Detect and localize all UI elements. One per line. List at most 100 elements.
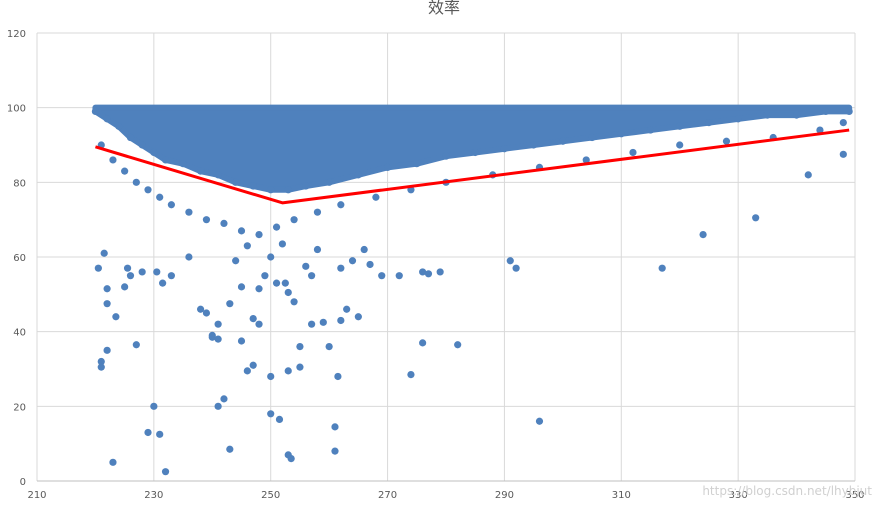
scatter-point (103, 115, 111, 123)
scatter-point (839, 150, 847, 158)
scatter-point (512, 264, 520, 272)
grid (36, 32, 856, 482)
scatter-point (471, 148, 479, 157)
scatter-point (202, 216, 211, 224)
scatter-point (290, 216, 298, 224)
scatter-point (646, 126, 655, 134)
scatter-point (150, 402, 158, 410)
scatter-point (313, 245, 322, 254)
scatter-point (91, 107, 100, 115)
scatter-point (220, 395, 228, 403)
scatter-point (126, 133, 135, 142)
scatter-point (214, 335, 222, 343)
scatter-point (617, 130, 625, 138)
scatter-point (243, 242, 251, 250)
scatter-point (202, 309, 211, 317)
scatter-point (255, 320, 263, 328)
scatter-point (845, 107, 853, 115)
scatter-point (214, 171, 222, 179)
scatter-point (676, 122, 684, 130)
scatter-point (185, 208, 193, 216)
scatter-point (123, 264, 132, 272)
scatter-point (500, 145, 509, 153)
scatter-point (419, 339, 427, 347)
scatter-point (722, 137, 731, 145)
x-tick-label: 250 (261, 490, 280, 501)
scatter-point (436, 268, 444, 276)
scatter-point (97, 357, 105, 366)
scatter-point (179, 160, 187, 168)
chart-title: 效率 (427, 0, 460, 17)
scatter-point (197, 167, 205, 175)
scatter-point (407, 371, 415, 379)
scatter-point (395, 272, 403, 280)
scatter-point (267, 186, 275, 194)
scatter-point (360, 245, 368, 254)
scatter-point (226, 445, 234, 453)
scatter-point (308, 320, 316, 328)
scatter-point (354, 313, 362, 321)
scatter-point (267, 253, 275, 261)
scatter-point (159, 279, 167, 287)
scatter-point (144, 428, 152, 437)
scatter-point (302, 262, 310, 270)
scatter-point (442, 152, 450, 160)
scatter-point (121, 167, 129, 175)
trend-polyline (94, 128, 850, 205)
scatter-point (150, 148, 158, 157)
y-tick-label: 100 (7, 104, 26, 115)
scatter-point (313, 208, 322, 216)
scatter-point (454, 341, 462, 349)
scatter-point (348, 257, 357, 265)
scatter-point (331, 447, 339, 455)
scatter-point (249, 182, 257, 190)
scatter-point (734, 115, 742, 123)
scatter-point (530, 141, 538, 149)
scatter-point (97, 363, 105, 371)
scatter-point (792, 111, 801, 119)
x-tick-label: 310 (612, 490, 631, 501)
scatter-point (115, 122, 123, 130)
scatter-point (261, 272, 269, 280)
scatter-point (302, 182, 310, 190)
scatter-point (109, 458, 117, 466)
scatter-point (419, 268, 427, 276)
scatter-point (424, 270, 433, 278)
scatter-point (109, 156, 117, 164)
scatter-point (267, 372, 275, 381)
scatter-point (272, 223, 281, 231)
scatter-point (153, 268, 161, 276)
scatter-point (226, 300, 234, 308)
watermark: https://blog.csdn.net/lhybjut (702, 484, 872, 498)
y-tick-labels: 0 20 40 60 80 100 120 (7, 29, 26, 488)
scatter-point (144, 186, 152, 194)
scatter-point (676, 141, 684, 149)
scatter-point (325, 178, 333, 186)
scatter-point (161, 156, 170, 164)
scatter-point (132, 178, 140, 186)
scatter-point (378, 272, 386, 280)
x-tick-label: 270 (378, 490, 397, 501)
scatter-point (413, 160, 421, 168)
scatter-point (752, 214, 760, 222)
scatter-point (167, 201, 175, 209)
scatter-point (284, 288, 292, 297)
scatter-point (331, 423, 339, 431)
scatter-point (325, 343, 333, 351)
y-tick-label: 80 (13, 178, 26, 189)
scatter-point (296, 363, 304, 371)
scatter-point (103, 300, 111, 308)
y-tick-label: 120 (7, 29, 26, 40)
scatter-point (705, 119, 713, 127)
scatter-point (208, 333, 216, 341)
y-tick-label: 0 (20, 477, 26, 488)
scatter-point (156, 430, 164, 438)
scatter-point (232, 178, 240, 186)
scatter-point (319, 318, 327, 326)
scatter-point (658, 264, 666, 272)
scatter-point (220, 219, 228, 227)
scatter-point (243, 367, 251, 375)
scatter-point (278, 240, 286, 248)
scatter-point (197, 305, 205, 313)
y-tick-label: 40 (13, 328, 26, 339)
